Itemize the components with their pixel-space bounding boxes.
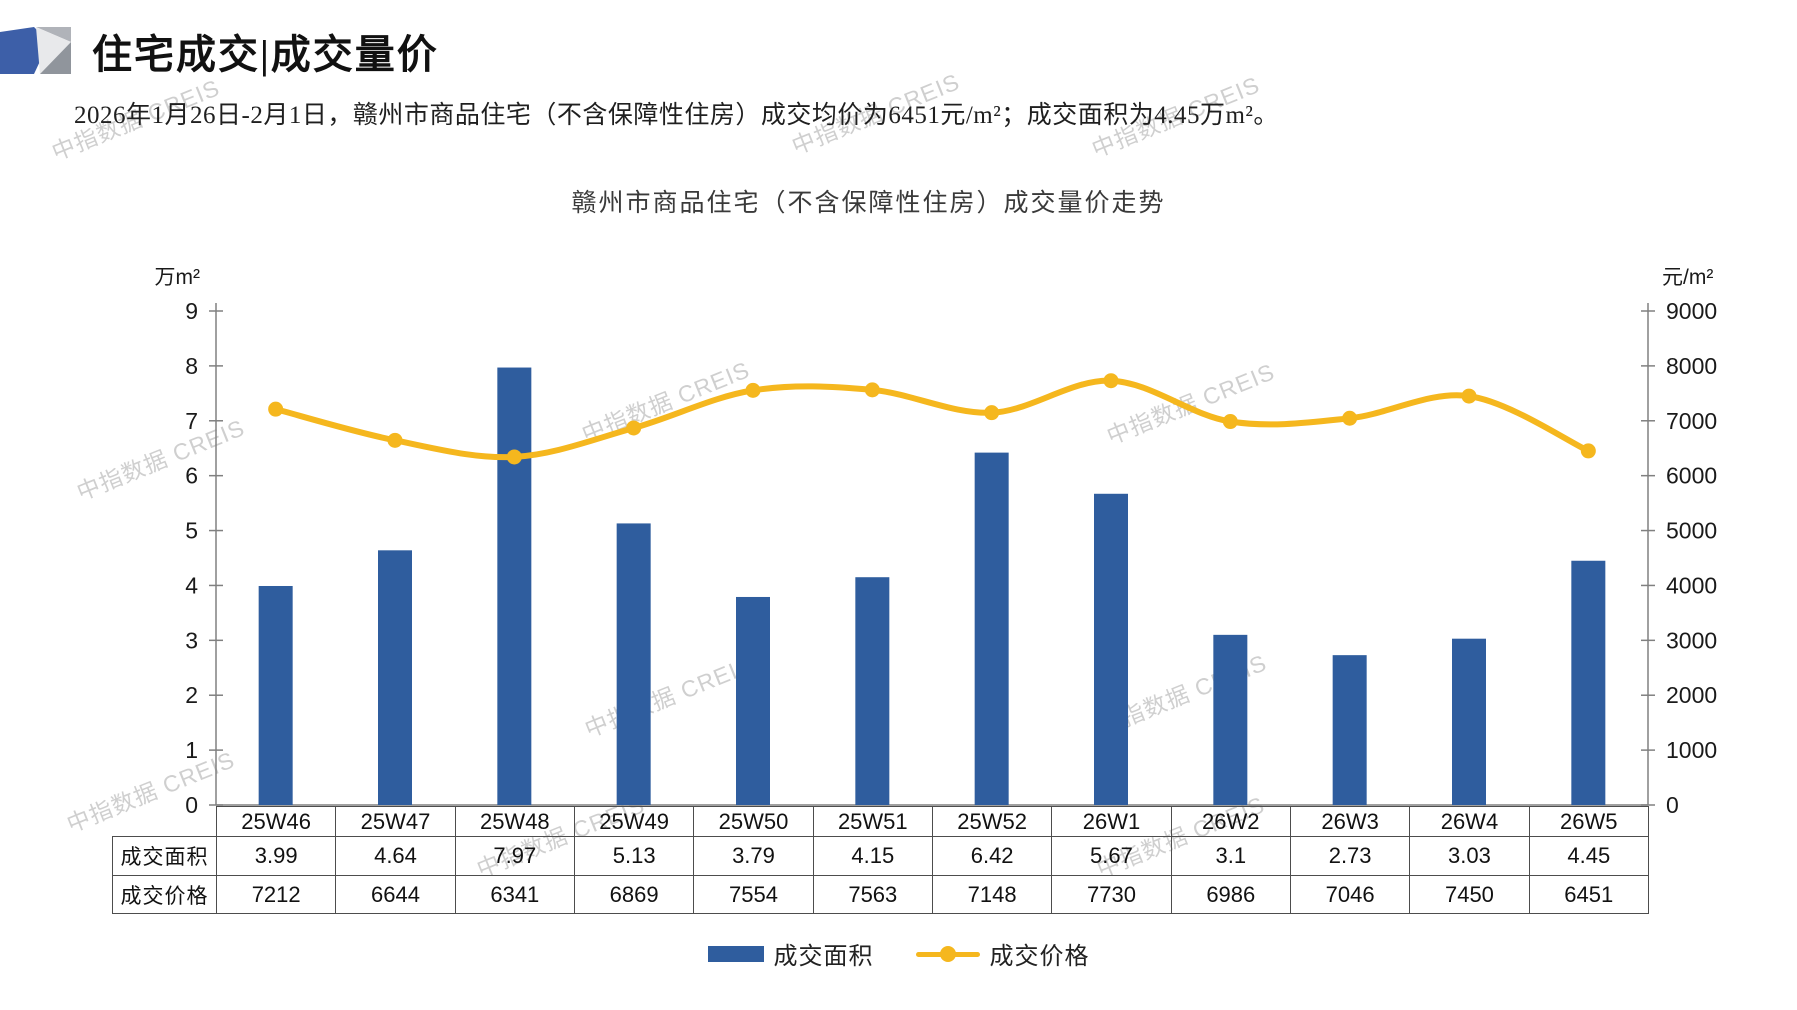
table-cell: 7212 [215, 875, 337, 914]
table-cell: 7450 [1409, 875, 1530, 914]
line-swatch [915, 945, 980, 963]
table-cell: 7730 [1051, 875, 1172, 914]
table-cell: 5.13 [573, 836, 695, 876]
table-cell: 25W46 [215, 806, 337, 837]
table-cell: 2.73 [1289, 836, 1411, 876]
logo-gray-center [36, 27, 71, 74]
table-cell: 3.79 [693, 836, 814, 876]
table-cell: 25W51 [812, 806, 933, 837]
table-cell: 7148 [931, 875, 1053, 914]
table-cell: 3.1 [1170, 836, 1291, 876]
legend-item-price: 成交价格 [915, 936, 1090, 971]
table-cell: 6869 [573, 875, 695, 914]
table-corner [113, 807, 217, 837]
watermark: 中指数据 CREIS [1103, 358, 1279, 450]
table-cell: 26W5 [1528, 806, 1649, 837]
watermark: 中指数据 CREIS [581, 651, 757, 743]
data-table: 25W46 25W47 25W48 25W49 25W50 25W51 25W52 26W1 2… [112, 806, 1649, 914]
chart-title: 赣州市商品住宅（不含保障性住房）成交量价走势 [571, 190, 1166, 217]
table-cell: 6644 [335, 875, 456, 914]
table-cell: 26W3 [1289, 806, 1411, 837]
chart-legend: 成交面积 成交价格 [0, 936, 1797, 971]
table-cell: 25W52 [931, 806, 1053, 837]
watermark: 中指数据 CREIS [578, 356, 754, 448]
table-cell: 4.15 [812, 836, 933, 876]
table-cell: 26W2 [1170, 806, 1291, 837]
table-cell: 4.64 [335, 836, 456, 876]
bar-swatch [707, 945, 764, 962]
table-cell: 6.42 [931, 836, 1053, 876]
table-cell: 25W48 [454, 806, 575, 837]
brand-logo [0, 27, 71, 74]
legend-label-area: 成交面积 [773, 944, 874, 970]
legend-label-price: 成交价格 [989, 944, 1090, 970]
table-cell: 6341 [454, 875, 575, 914]
table-cell: 6986 [1170, 875, 1291, 914]
watermark: 中指数据 CREIS [1095, 649, 1271, 741]
page-title: 住宅成交|成交量价 [92, 32, 439, 77]
table-cell: 25W49 [573, 806, 695, 837]
watermark: 中指数据 CREIS [73, 414, 249, 506]
table-cell: 4.45 [1528, 836, 1649, 876]
table-cell: 7.97 [454, 836, 575, 876]
table-cell: 7563 [812, 875, 933, 914]
table-cell: 25W50 [693, 806, 814, 837]
table-cell: 25W47 [335, 806, 456, 837]
table-cell: 5.67 [1051, 836, 1172, 876]
table-row-label: 成交面积 [112, 836, 217, 876]
table-cell: 7046 [1289, 875, 1411, 914]
summary-text: 2026年1月26日-2月1日，赣州市商品住宅（不含保障性住房）成交均价为645… [74, 102, 1279, 129]
table-cell: 6451 [1528, 875, 1649, 914]
table-cell: 26W1 [1051, 806, 1172, 837]
table-cell: 26W4 [1409, 806, 1530, 837]
table-cell: 7554 [693, 875, 814, 914]
logo-blue-shape [0, 27, 49, 74]
table-cell: 3.03 [1409, 836, 1530, 876]
table-row-label: 成交价格 [112, 875, 217, 914]
table-cell: 3.99 [215, 836, 337, 876]
logo-gray-bottom [40, 42, 71, 74]
legend-item-area: 成交面积 [707, 936, 874, 971]
